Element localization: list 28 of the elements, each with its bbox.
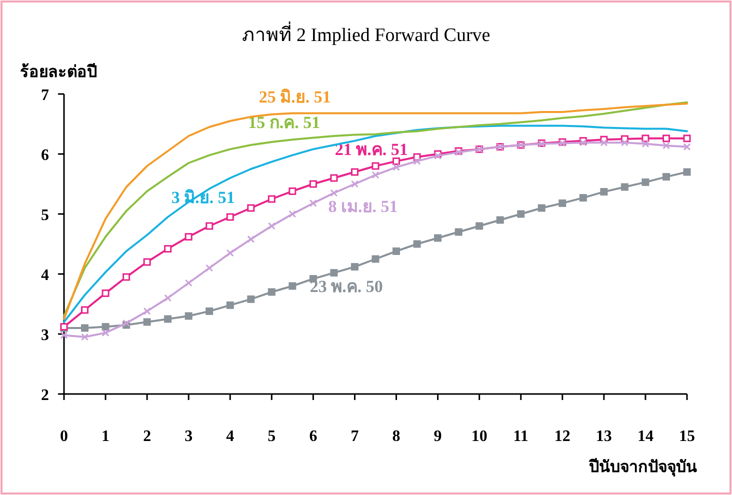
x-tick-label: 7 xyxy=(350,428,359,445)
x-tick-label: 14 xyxy=(637,428,654,445)
x-tick-label: 4 xyxy=(226,428,234,445)
x-tick-label: 11 xyxy=(513,428,528,445)
y-axis-title: ร้อยละต่อปี xyxy=(20,62,97,81)
x-tick-label: 9 xyxy=(434,428,442,445)
series-label: 15 ก.ค. 51 xyxy=(248,113,320,132)
x-tick-label: 5 xyxy=(268,428,276,445)
series-label: 8 เม.ย. 51 xyxy=(328,197,398,216)
x-tick-label: 6 xyxy=(309,428,318,445)
y-tick-label: 3 xyxy=(41,327,49,344)
x-axis-title: ปีนับจากปัจจุบัน xyxy=(588,457,697,477)
x-tick-label: 0 xyxy=(60,428,68,445)
chart-title: ภาพที่ 2 Implied Forward Curve xyxy=(242,21,490,46)
x-tick-label: 1 xyxy=(102,428,110,445)
x-tick-label: 3 xyxy=(184,428,193,445)
series-label: 25 มิ.ย. 51 xyxy=(258,87,331,106)
y-tick-label: 5 xyxy=(41,207,49,224)
x-tick-label: 15 xyxy=(679,428,695,445)
x-tick-label: 2 xyxy=(143,428,152,445)
y-tick-label: 2 xyxy=(41,387,49,404)
y-tick-label: 7 xyxy=(41,87,49,104)
x-tick-label: 12 xyxy=(554,428,570,445)
x-tick-label: 10 xyxy=(471,428,488,445)
y-tick-label: 4 xyxy=(41,267,49,284)
y-tick-label: 6 xyxy=(41,147,49,164)
x-tick-label: 13 xyxy=(596,428,612,445)
x-tick-label: 8 xyxy=(392,428,400,445)
